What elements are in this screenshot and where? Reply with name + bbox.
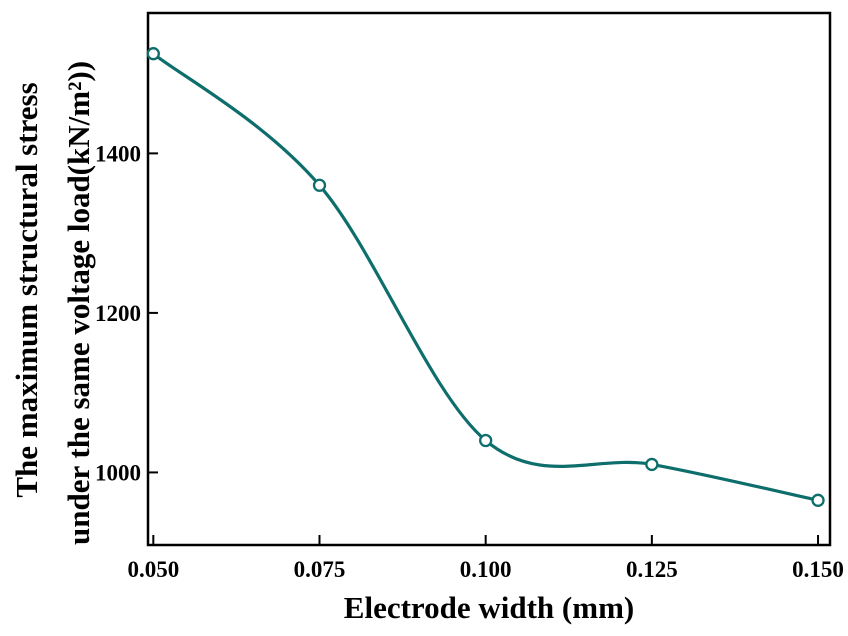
y-axis-title-line2: under the same voltage load(kN/m²)) xyxy=(61,60,96,546)
x-tick-label: 0.150 xyxy=(792,557,844,582)
data-point-marker xyxy=(645,457,659,472)
x-tick-label: 0.050 xyxy=(127,557,179,582)
plot-frame xyxy=(146,11,832,547)
data-point-marker xyxy=(312,178,327,192)
data-point-marker xyxy=(146,47,160,61)
data-point-marker xyxy=(811,493,825,507)
x-tick-label: 0.100 xyxy=(460,557,512,582)
data-line xyxy=(151,52,820,502)
y-tick-label: 1000 xyxy=(95,460,141,485)
x-tick-label: 0.075 xyxy=(294,557,346,582)
y-tick-label: 1200 xyxy=(95,301,141,326)
data-point-marker xyxy=(479,433,493,448)
y-axis-title-line1: The maximum structural stress xyxy=(9,82,44,498)
x-axis-title: Electrode width (mm) xyxy=(343,590,635,625)
x-tick-label: 0.125 xyxy=(626,557,678,582)
y-tick-label: 1400 xyxy=(95,141,141,166)
